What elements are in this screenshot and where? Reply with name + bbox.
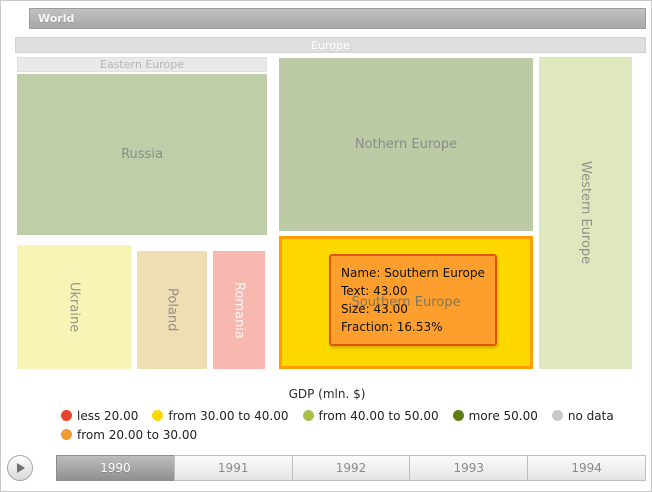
- treemap-header-europe[interactable]: Europe: [15, 37, 646, 53]
- legend-swatch-gray-icon: [551, 410, 563, 421]
- treemap-root-header[interactable]: World: [29, 8, 646, 29]
- node-label-southern-europe: Southern Europe: [351, 295, 461, 310]
- legend-swatch-green-icon: [302, 410, 314, 421]
- year-strip: 1990 1991 1992 1993 1994: [56, 455, 646, 481]
- tooltip-name-line: Name: Southern Europe: [341, 266, 485, 280]
- legend-item-label: from 40.00 to 50.00: [318, 408, 439, 423]
- play-icon: [17, 463, 25, 473]
- timeline: 1990 1991 1992 1993 1994: [1, 454, 651, 482]
- legend-item-30-40[interactable]: from 30.00 to 40.00: [152, 408, 289, 423]
- legend-swatch-yellow-icon: [152, 410, 164, 421]
- legend-item-more-50[interactable]: more 50.00: [452, 408, 538, 423]
- legend-title: GDP (mln. $): [288, 387, 366, 401]
- legend-swatch-red-icon: [61, 410, 72, 421]
- legend-item-40-50[interactable]: from 40.00 to 50.00: [302, 408, 439, 423]
- node-label-romania: Romania: [231, 281, 247, 339]
- legend-item-label: no data: [567, 408, 614, 423]
- node-label-ukraine: Ukraine: [66, 281, 82, 333]
- year-cell-1993[interactable]: 1993: [409, 455, 529, 481]
- tooltip: Name: Southern Europe Text: 43.00 Size: …: [329, 254, 497, 346]
- treemap-header-eastern-europe[interactable]: Eastern Europe: [17, 57, 267, 72]
- year-cell-1992[interactable]: 1992: [291, 455, 411, 481]
- legend-swatch-orange-icon: [61, 429, 72, 440]
- tooltip-size-line: Size: 43.00: [341, 302, 408, 316]
- node-label-nothern-europe: Nothern Europe: [354, 137, 458, 152]
- year-cell-1991[interactable]: 1991: [173, 455, 293, 481]
- legend-item-20-30[interactable]: from 20.00 to 30.00: [61, 428, 197, 442]
- legend-item-less-20[interactable]: less 20.00: [61, 409, 138, 423]
- legend-item-no-data[interactable]: no data: [551, 408, 614, 423]
- legend: GDP (mln. $) less 20.00 from 30.00 to 40…: [1, 387, 651, 444]
- legend-item-label: more 50.00: [468, 408, 538, 423]
- play-button[interactable]: [7, 455, 33, 481]
- treemap-root-label: World: [38, 12, 75, 25]
- legend-swatch-dark-green-icon: [452, 410, 464, 421]
- node-label-western-europe: Western Europe: [578, 161, 593, 265]
- treemap-node-romania[interactable]: Romania: [213, 251, 265, 369]
- treemap-node-poland[interactable]: Poland: [137, 251, 207, 369]
- year-cell-1994[interactable]: 1994: [527, 455, 646, 481]
- legend-item-label: from 30.00 to 40.00: [168, 408, 289, 423]
- node-label-poland: Poland: [164, 288, 180, 332]
- treemap-node-russia[interactable]: Russia: [17, 74, 267, 235]
- treemap-node-western-europe[interactable]: Western Europe: [539, 57, 632, 369]
- node-label-russia: Russia: [121, 147, 163, 162]
- year-cell-1990[interactable]: 1990: [56, 455, 175, 481]
- tooltip-fraction-line: Fraction: 16.53%: [341, 320, 443, 334]
- legend-row-1: less 20.00 from 30.00 to 40.00 from 40.0…: [61, 406, 651, 425]
- treemap-node-nothern-europe[interactable]: Nothern Europe: [279, 58, 533, 231]
- legend-row-2: from 20.00 to 30.00: [61, 425, 651, 444]
- legend-item-label: from 20.00 to 30.00: [77, 427, 198, 442]
- tooltip-text-line: Text: 43.00: [341, 284, 408, 298]
- legend-item-label: less 20.00: [77, 408, 139, 423]
- treemap-node-ukraine[interactable]: Ukraine: [17, 245, 131, 369]
